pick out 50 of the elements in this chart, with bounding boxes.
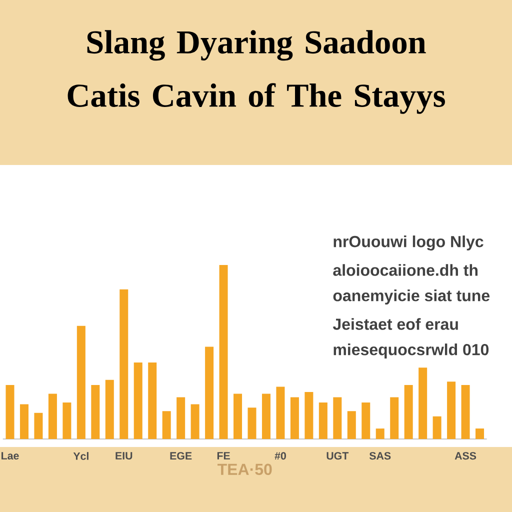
x-tick-label: FE (217, 452, 230, 460)
x-tick-label: EGE (170, 452, 192, 460)
bar (6, 385, 14, 439)
bar (34, 412, 43, 439)
bar (48, 394, 57, 439)
bar (461, 385, 470, 439)
bar (262, 394, 270, 439)
bar (205, 346, 214, 439)
bar (219, 265, 228, 439)
bar (76, 326, 86, 439)
x-tick-label: Ycl (73, 452, 88, 460)
x-tick-label: SAS (369, 452, 391, 460)
bar (276, 386, 285, 439)
bar (376, 428, 384, 439)
bar (91, 385, 100, 439)
bar (105, 380, 114, 439)
bar (432, 416, 442, 439)
annotation: aloioocaiione.dh th (333, 264, 478, 276)
annotation: Jeistaet eof erau (332, 318, 458, 330)
bar (390, 397, 399, 439)
bar (176, 397, 186, 439)
x-tick-label: EIU (116, 452, 132, 460)
bar (304, 392, 314, 439)
bar (347, 411, 356, 439)
bar (290, 397, 299, 439)
bar (333, 397, 342, 439)
bar (234, 394, 242, 439)
bar (447, 382, 456, 439)
bar (120, 289, 128, 439)
x-axis-title: TEA·50 (218, 464, 272, 476)
bar (134, 362, 142, 439)
bar (62, 402, 72, 439)
bar (148, 362, 157, 439)
bar (418, 368, 428, 439)
x-tick-label: #0 (274, 452, 286, 460)
x-tick-label: UGT (326, 452, 349, 460)
x-tick-label: ASS (454, 452, 476, 460)
bar (404, 385, 413, 439)
bar (318, 402, 328, 439)
chart-title: Slang Dyaring Saadoon Catis Cavin of The Stayys (68, 30, 445, 114)
bar (362, 402, 370, 439)
x-tick-label: Lae (2, 452, 19, 460)
bar (248, 408, 256, 439)
bar (162, 411, 171, 439)
annotation: miesequocsrwld 010 (334, 344, 489, 358)
annotation: oanemyicie siat tune (333, 290, 490, 304)
bar (190, 404, 200, 439)
bar (476, 428, 484, 439)
text: nrOuouwi logo Nlyc (334, 236, 484, 250)
bar (20, 404, 28, 439)
